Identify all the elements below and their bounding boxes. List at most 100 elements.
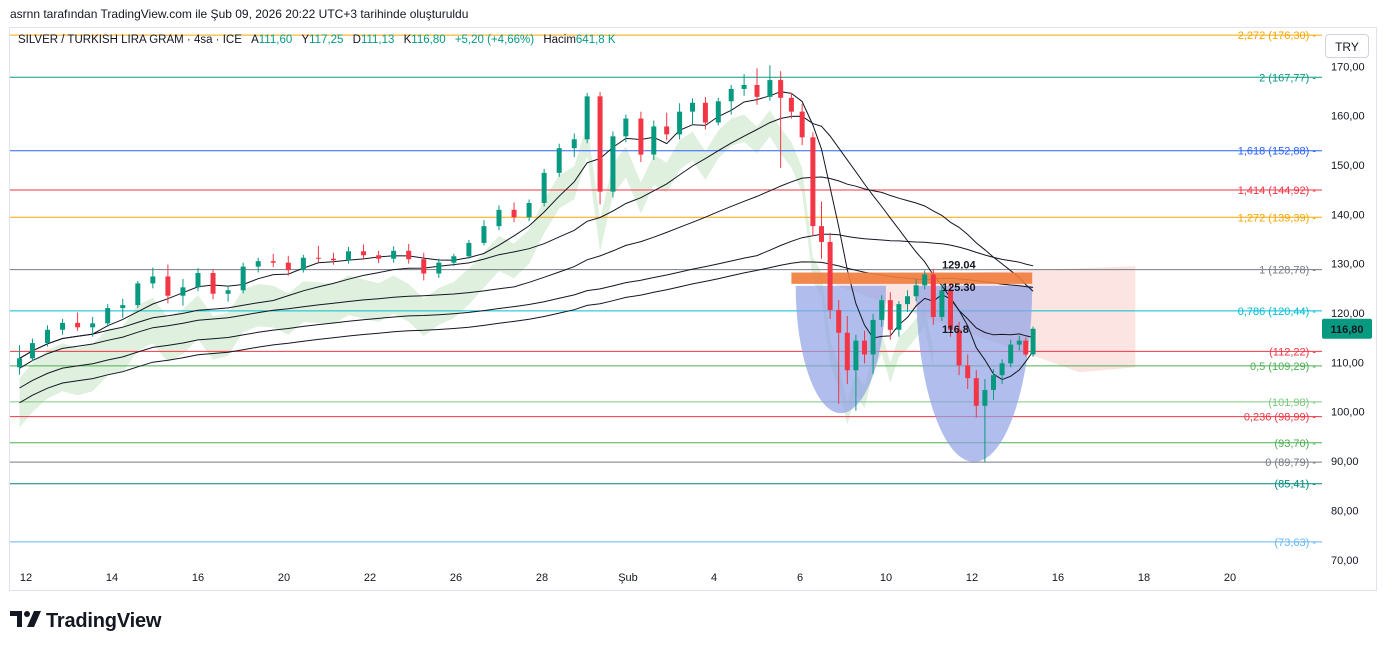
annotation-1: 125.30 xyxy=(942,282,976,294)
candle-54 xyxy=(788,92,794,119)
last-price-label: 116,80 xyxy=(1330,324,1363,336)
currency-button[interactable]: TRY xyxy=(1325,34,1369,58)
candle-body-74 xyxy=(965,365,971,379)
tradingview-logo[interactable]: TradingView xyxy=(10,609,161,633)
annotation-0: 129.04 xyxy=(942,259,977,271)
y-tick-4: 110,00 xyxy=(1331,357,1364,369)
x-tick-4: 22 xyxy=(364,572,376,584)
candle-77 xyxy=(991,369,996,400)
candle-body-3 xyxy=(60,322,66,330)
candle-69 xyxy=(922,270,928,290)
candle-25 xyxy=(391,246,397,263)
candle-20 xyxy=(315,245,321,263)
candle-body-45 xyxy=(677,111,683,135)
candle-23 xyxy=(361,244,367,260)
candle-body-33 xyxy=(511,209,517,218)
ichimoku-cloud-green xyxy=(19,110,934,428)
candle-26 xyxy=(406,243,412,264)
candle-43 xyxy=(651,120,657,161)
candle-65 xyxy=(887,292,893,340)
candle-body-28 xyxy=(436,262,442,274)
moving-average-1 xyxy=(19,115,1034,359)
candle-72 xyxy=(948,284,953,337)
candle-body-47 xyxy=(702,102,708,123)
annotation-2: 116.8 xyxy=(942,324,969,336)
candle-body-75 xyxy=(973,378,979,406)
fib-label-0: 2,272 (176,30) - xyxy=(1238,30,1317,42)
fib-label-1: 2 (167,77) - xyxy=(1259,72,1316,84)
x-tick-11: 12 xyxy=(966,572,978,584)
chart-credit-note: asrnn tarafından TradingView.com ile Şub… xyxy=(10,7,469,21)
legend-symbol: SILVER / TURKISH LIRA GRAM · 4sa · ICE xyxy=(18,34,242,46)
candle-body-80 xyxy=(1016,340,1022,345)
candle-58 xyxy=(827,233,833,319)
fib-label-11: (93,70) - xyxy=(1274,438,1316,450)
candle-19 xyxy=(300,254,306,273)
candle-39 xyxy=(597,91,603,205)
candle-body-78 xyxy=(999,363,1005,376)
fib-label-6: 0,786 (120,44) - xyxy=(1238,306,1317,318)
y-tick-10: 170,00 xyxy=(1331,61,1365,73)
candle-body-21 xyxy=(330,258,336,261)
candle-body-11 xyxy=(180,287,186,296)
candle-51 xyxy=(754,68,760,105)
candle-body-36 xyxy=(556,148,562,173)
legend-low-value: 111,13 xyxy=(360,34,395,46)
candle-18 xyxy=(285,255,291,276)
candle-70 xyxy=(930,269,936,325)
candle-body-39 xyxy=(597,96,603,192)
x-tick-1: 14 xyxy=(106,572,118,584)
fib-label-14: (73,63) - xyxy=(1274,537,1316,549)
y-tick-6: 130,00 xyxy=(1331,259,1365,271)
legend-close-value: 116,80 xyxy=(411,34,446,46)
candle-37 xyxy=(571,133,577,158)
candle-body-25 xyxy=(391,250,397,259)
x-tick-6: 28 xyxy=(536,572,548,584)
candle-body-35 xyxy=(541,172,547,203)
candle-body-55 xyxy=(799,111,805,138)
fib-label-7: (112,22) - xyxy=(1269,346,1316,358)
candle-body-62 xyxy=(862,340,867,355)
x-tick-3: 20 xyxy=(278,572,290,584)
candle-57 xyxy=(819,201,824,259)
candle-44 xyxy=(664,112,670,141)
x-tick-2: 16 xyxy=(192,572,204,584)
candle-21 xyxy=(330,252,336,265)
legend-low-label: D xyxy=(352,34,361,46)
candle-body-5 xyxy=(90,323,96,328)
y-tick-8: 150,00 xyxy=(1331,160,1365,172)
x-tick-9: 6 xyxy=(797,572,803,584)
candle-body-40 xyxy=(610,136,616,192)
candle-49 xyxy=(728,85,734,115)
candle-3 xyxy=(60,318,66,335)
candle-body-49 xyxy=(728,88,734,102)
candle-body-42 xyxy=(638,118,644,155)
candle-50 xyxy=(741,74,747,96)
candle-body-48 xyxy=(715,101,721,123)
candle-46 xyxy=(690,98,695,124)
candle-22 xyxy=(346,246,351,264)
candle-7 xyxy=(120,298,126,318)
candle-67 xyxy=(905,290,910,313)
candle-body-26 xyxy=(406,250,412,260)
candle-31 xyxy=(481,220,487,246)
candle-41 xyxy=(623,114,629,143)
candle-27 xyxy=(421,252,427,281)
candle-body-82 xyxy=(1030,328,1036,355)
candle-53 xyxy=(778,71,784,168)
candle-52 xyxy=(767,65,773,101)
symbol-legend: SILVER / TURKISH LIRA GRAM · 4sa · ICE A… xyxy=(18,34,616,46)
candle-body-24 xyxy=(376,255,382,259)
candle-82 xyxy=(1030,326,1036,357)
candle-16 xyxy=(255,257,261,273)
candle-body-29 xyxy=(451,256,457,263)
candle-13 xyxy=(210,269,216,300)
candle-63 xyxy=(870,313,876,375)
candle-2 xyxy=(45,325,50,347)
candle-73 xyxy=(956,321,962,376)
candle-body-41 xyxy=(623,118,629,137)
chart-frame[interactable] xyxy=(9,27,1377,591)
candle-body-20 xyxy=(315,257,321,259)
candle-body-58 xyxy=(827,241,833,311)
